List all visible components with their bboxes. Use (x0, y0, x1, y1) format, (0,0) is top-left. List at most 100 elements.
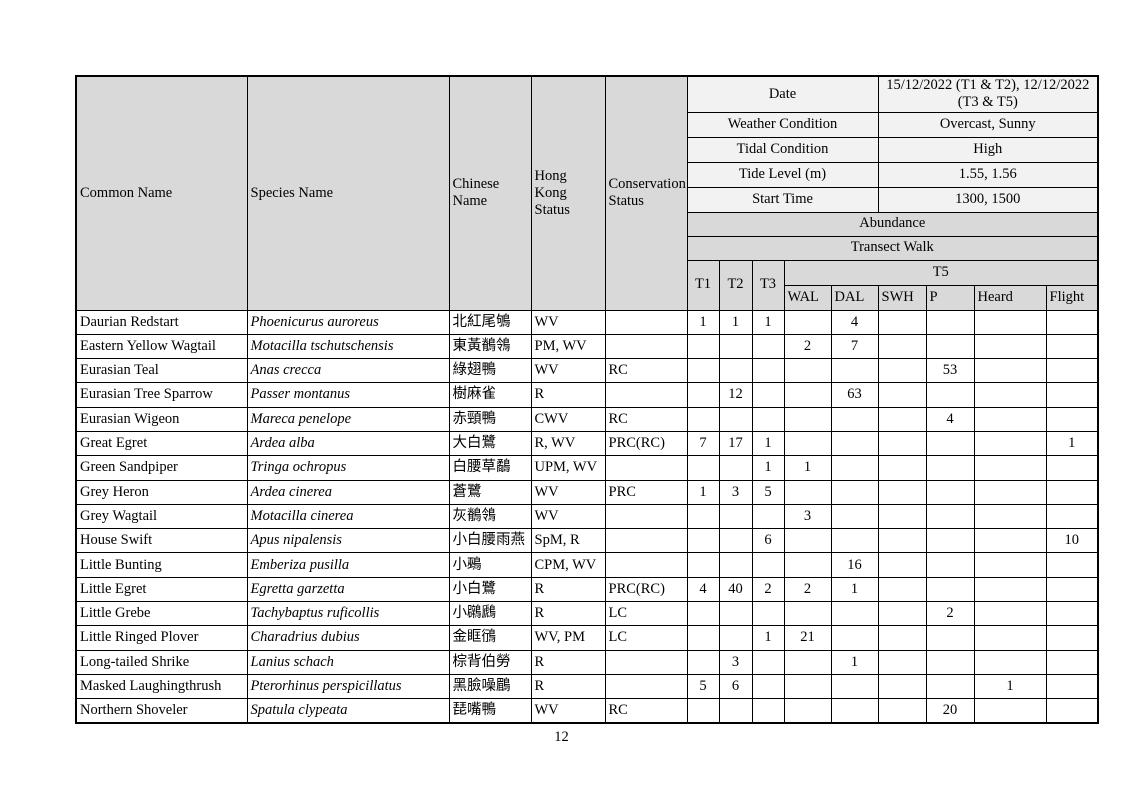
cell-chinese-name: 北紅尾鴝 (448, 309, 532, 335)
cell-dal: 63 (830, 382, 879, 408)
cell-t1: 5 (686, 673, 720, 700)
cell-t3: 6 (751, 528, 785, 554)
cell-wal (783, 673, 832, 700)
cell-wal (783, 309, 832, 335)
cell-wal (783, 430, 832, 457)
cell-species-name: Ardea alba (246, 430, 450, 457)
cell-chinese-name: 小鵐 (448, 552, 532, 578)
cell-common-name: Daurian Redstart (75, 309, 248, 335)
cell-p (925, 309, 975, 335)
cell-chinese-name: 黑臉噪鶥 (448, 673, 532, 700)
cell-t3: 5 (751, 479, 785, 505)
cell-t3: 1 (751, 309, 785, 335)
cell-wal (783, 552, 832, 578)
cell-heard (973, 698, 1047, 724)
cell-t3 (751, 673, 785, 700)
cell-common-name: Northern Shoveler (75, 698, 248, 724)
page-number: 12 (554, 729, 569, 745)
cell-conservation-status: RC (604, 358, 688, 384)
cell-dal (830, 625, 879, 651)
cell-flight (1045, 601, 1099, 627)
cell-t3 (751, 503, 785, 530)
cell-dal (830, 528, 879, 554)
cell-t3 (751, 698, 785, 724)
cell-swh (877, 430, 927, 457)
cell-species-name: Anas crecca (246, 358, 450, 384)
cell-common-name: Grey Heron (75, 479, 248, 505)
cell-conservation-status (604, 649, 688, 675)
cell-conservation-status (604, 552, 688, 578)
cell-p (925, 455, 975, 481)
cell-p (925, 673, 975, 700)
cell-conservation-status (604, 503, 688, 530)
cell-swh (877, 601, 927, 627)
cell-chinese-name: 赤頸鴨 (448, 406, 532, 432)
cell-hk-status: WV (530, 309, 606, 335)
cell-conservation-status: PRC(RC) (604, 576, 688, 603)
cell-common-name: Eurasian Teal (75, 358, 248, 384)
cell-t1 (686, 358, 720, 384)
cell-p (925, 552, 975, 578)
bird-survey-table: Common Name Species Name Chinese Name Ho… (75, 75, 1100, 725)
cell-dal (830, 698, 879, 724)
cell-t2 (718, 552, 753, 578)
cell-t2 (718, 406, 753, 432)
cell-t3 (751, 552, 785, 578)
cell-dal (830, 673, 879, 700)
cell-swh (877, 309, 927, 335)
info-label-date: Date (686, 75, 879, 113)
cell-dal (830, 455, 879, 481)
cell-common-name: Eastern Yellow Wagtail (75, 333, 248, 360)
cell-heard (973, 309, 1047, 335)
cell-t3 (751, 358, 785, 384)
cell-t3 (751, 649, 785, 675)
cell-chinese-name: 大白鷺 (448, 430, 532, 457)
cell-p (925, 649, 975, 675)
cell-species-name: Tachybaptus ruficollis (246, 601, 450, 627)
cell-p (925, 479, 975, 505)
cell-dal (830, 479, 879, 505)
cell-conservation-status: RC (604, 698, 688, 724)
cell-flight (1045, 698, 1099, 724)
species-tbody: Daurian Redstart Phoenicurus auroreus 北紅尾鴝… (75, 309, 1099, 724)
cell-species-name: Passer montanus (246, 382, 450, 408)
cell-flight: 1 (1045, 430, 1099, 457)
cell-swh (877, 479, 927, 505)
cell-t1 (686, 625, 720, 651)
cell-hk-status: WV (530, 479, 606, 505)
cell-conservation-status (604, 455, 688, 481)
transect-walk-band-header: Transect Walk (686, 235, 1099, 261)
col-header-t2: T2 (718, 259, 753, 311)
cell-chinese-name: 灰鶺鴒 (448, 503, 532, 530)
col-header-flight: Flight (1045, 284, 1099, 311)
cell-t3: 1 (751, 455, 785, 481)
cell-common-name: Little Bunting (75, 552, 248, 578)
cell-t3: 2 (751, 576, 785, 603)
cell-wal (783, 358, 832, 384)
cell-t1 (686, 698, 720, 724)
cell-hk-status: WV (530, 358, 606, 384)
cell-t2 (718, 358, 753, 384)
cell-t2: 17 (718, 430, 753, 457)
cell-hk-status: R (530, 673, 606, 700)
cell-t1: 7 (686, 430, 720, 457)
cell-wal (783, 601, 832, 627)
cell-t2: 40 (718, 576, 753, 603)
cell-swh (877, 455, 927, 481)
cell-dal (830, 503, 879, 530)
col-header-wal: WAL (783, 284, 832, 311)
cell-t2 (718, 503, 753, 530)
cell-heard (973, 625, 1047, 651)
info-value-tidal-condition: High (877, 136, 1099, 163)
cell-heard (973, 576, 1047, 603)
info-label-tide-level: Tide Level (m) (686, 161, 879, 188)
cell-hk-status: PM, WV (530, 333, 606, 360)
cell-wal: 21 (783, 625, 832, 651)
col-header-chinese-name: Chinese Name (448, 75, 532, 311)
cell-species-name: Mareca penelope (246, 406, 450, 432)
cell-hk-status: UPM, WV (530, 455, 606, 481)
cell-hk-status: R, WV (530, 430, 606, 457)
cell-flight (1045, 552, 1099, 578)
cell-species-name: Pterorhinus perspicillatus (246, 673, 450, 700)
